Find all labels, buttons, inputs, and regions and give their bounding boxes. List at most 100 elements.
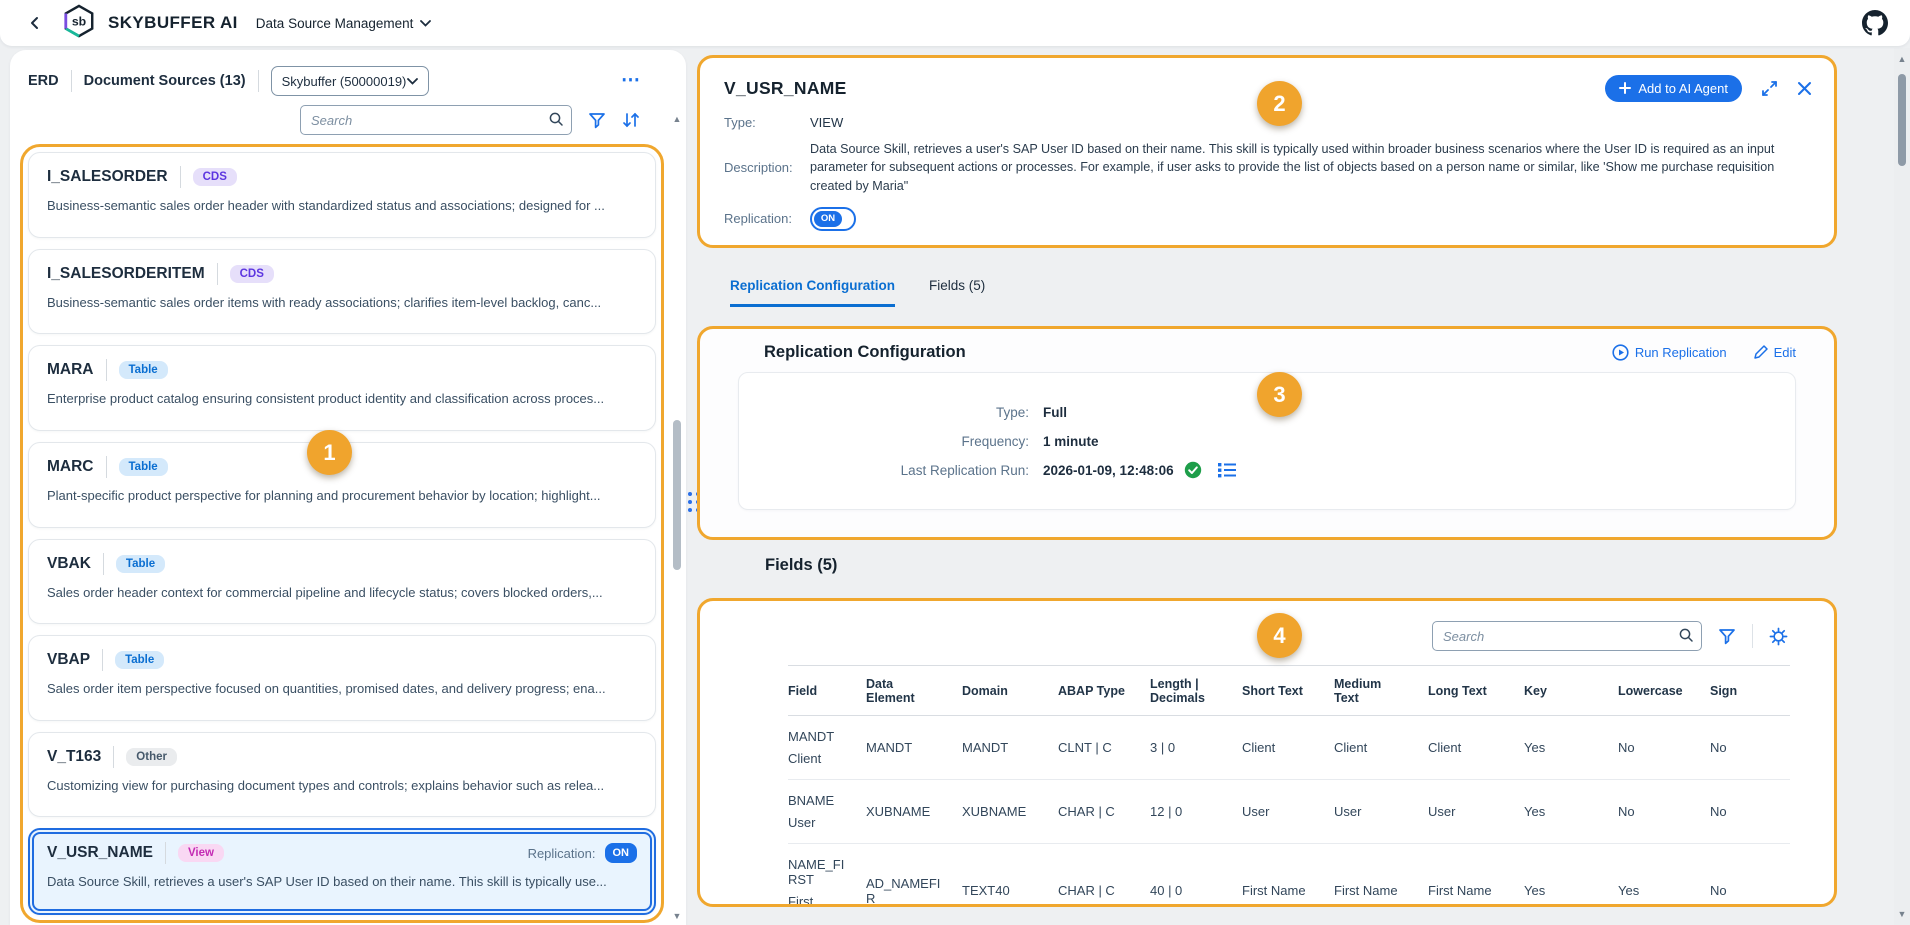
column-header[interactable]: Sign: [1710, 665, 1790, 716]
cell-key: Yes: [1524, 843, 1618, 904]
column-header[interactable]: Field: [788, 665, 866, 716]
cell-abap-type: CLNT | C: [1058, 715, 1150, 780]
scroll-down-icon[interactable]: ▼: [672, 911, 682, 921]
column-header[interactable]: Medium Text: [1334, 665, 1428, 716]
chevron-down-icon: [420, 19, 432, 27]
list-toolbar: [28, 104, 640, 136]
github-icon[interactable]: [1862, 10, 1888, 36]
config-frequency-value: 1 minute: [1043, 433, 1099, 449]
column-header[interactable]: Short Text: [1242, 665, 1334, 716]
type-badge: Table: [115, 554, 166, 573]
column-header[interactable]: Lowercase: [1618, 665, 1710, 716]
column-header[interactable]: Data Element: [866, 665, 962, 716]
fields-search-input[interactable]: [1432, 621, 1702, 651]
chevron-down-icon: [406, 77, 418, 85]
type-badge: Table: [115, 651, 165, 670]
page-scrollbar[interactable]: ▲ ▼: [1894, 48, 1910, 925]
edit-button[interactable]: Edit: [1753, 345, 1796, 360]
fields-search: [1432, 621, 1702, 651]
column-header[interactable]: Long Text: [1428, 665, 1524, 716]
cell-short-text: User: [1242, 779, 1334, 844]
data-source-card[interactable]: I_SALESORDERITEM CDS Business-semantic s…: [28, 248, 656, 335]
pencil-icon: [1753, 345, 1768, 359]
close-icon[interactable]: [1797, 81, 1812, 96]
config-type-value: Full: [1043, 404, 1067, 420]
replication-toggle[interactable]: ON: [810, 206, 856, 231]
fields-toolbar: [700, 621, 1834, 651]
tab-fields[interactable]: Fields (5): [929, 278, 986, 293]
search-icon[interactable]: [1678, 627, 1694, 648]
data-source-list: I_SALESORDER CDS Business-semantic sales…: [20, 144, 664, 923]
replication-configuration-title: Replication Configuration: [764, 343, 966, 361]
system-select-value: Skybuffer (50000019): [281, 73, 407, 89]
erd-tab[interactable]: ERD: [28, 73, 59, 89]
fields-filter-icon[interactable]: [1718, 628, 1736, 645]
cell-key: Yes: [1524, 715, 1618, 780]
card-header: VBAP Table: [47, 649, 637, 672]
list-scrollbar[interactable]: ▲ ▼: [671, 112, 683, 923]
scrollbar-thumb[interactable]: [1898, 74, 1906, 166]
data-source-card[interactable]: MARA Table Enterprise product catalog en…: [28, 345, 656, 431]
data-source-description: Customizing view for purchasing document…: [47, 777, 605, 793]
description-text: Data Source Skill, retrieves a user's SA…: [810, 142, 1775, 193]
divider: [164, 842, 166, 865]
divider: [102, 552, 104, 575]
field-row[interactable]: MANDT Client MANDT MANDT CLNT | C 3 | 0 C…: [788, 715, 1790, 780]
data-source-card[interactable]: MARC Table Plant-specific product perspe…: [28, 441, 656, 528]
field-row[interactable]: BNAME User XUBNAME XUBNAME CHAR | C 12 | …: [788, 779, 1790, 844]
back-icon[interactable]: [22, 10, 48, 36]
data-source-card[interactable]: V_T163 Other Customizing view for purcha…: [28, 731, 656, 818]
run-replication-button[interactable]: Run Replication: [1612, 344, 1727, 361]
cell-short-text: Client: [1242, 715, 1334, 780]
card-header: MARA Table: [47, 359, 637, 382]
add-to-ai-agent-button[interactable]: Add to AI Agent: [1605, 74, 1742, 102]
type-badge: Other: [126, 747, 177, 766]
table-settings-gear-icon[interactable]: [1769, 627, 1788, 646]
replication-toggle-state: ON: [814, 210, 842, 227]
expand-icon[interactable]: [1760, 79, 1779, 98]
replication-log-icon[interactable]: [1217, 462, 1236, 478]
cell-domain: MANDT: [962, 715, 1058, 780]
scroll-up-icon[interactable]: ▲: [672, 114, 682, 124]
tab-replication-configuration[interactable]: Replication Configuration: [730, 278, 895, 307]
data-source-description: Sales order item perspective focused on …: [47, 681, 606, 697]
data-source-name: I_SALESORDERITEM: [47, 264, 205, 282]
source-search-input[interactable]: [300, 105, 572, 135]
app-title-label: Data Source Management: [255, 15, 414, 31]
column-header[interactable]: ABAP Type: [1058, 665, 1150, 716]
cell-length-decimals: 3 | 0: [1150, 715, 1242, 780]
detail-title: V_USR_NAME: [724, 77, 847, 98]
overflow-menu-icon[interactable]: ⋯: [621, 70, 642, 91]
scroll-down-icon[interactable]: ▼: [1897, 909, 1907, 919]
data-source-card[interactable]: VBAP Table Sales order item perspective …: [28, 635, 656, 721]
cell-medium-text: First Name: [1334, 843, 1428, 904]
cell-abap-type: CHAR | C: [1058, 779, 1150, 844]
divider: [113, 745, 115, 768]
document-sources-title: Document Sources (13): [83, 73, 246, 89]
divider: [105, 359, 107, 382]
search-icon[interactable]: [548, 111, 564, 132]
config-last-run-value: 2026-01-09, 12:48:06: [1043, 462, 1174, 478]
plus-icon: [1619, 82, 1632, 94]
scroll-up-icon[interactable]: ▲: [1897, 54, 1907, 64]
data-source-description: Sales order header context for commercia…: [47, 584, 603, 600]
config-last-run-label: Last Replication Run:: [900, 462, 1029, 478]
app-title-menu[interactable]: Data Source Management: [256, 16, 432, 31]
data-source-card[interactable]: I_SALESORDER CDS Business-semantic sales…: [28, 152, 656, 238]
scrollbar-thumb[interactable]: [673, 420, 681, 570]
type-badge: Table: [118, 457, 168, 476]
data-source-card[interactable]: VBAK Table Sales order header context fo…: [28, 538, 656, 625]
column-header[interactable]: Length | Decimals: [1150, 665, 1242, 716]
card-header: V_USR_NAME View Replication: ON: [47, 842, 637, 865]
divider: [179, 166, 181, 188]
column-header[interactable]: Domain: [962, 665, 1058, 716]
system-select[interactable]: Skybuffer (50000019): [270, 66, 429, 96]
data-source-card[interactable]: V_USR_NAME View Replication: ON Data Sou…: [28, 828, 656, 915]
sort-icon[interactable]: [622, 111, 640, 129]
document-sources-panel: ERD Document Sources (13) Skybuffer (500…: [10, 50, 686, 925]
column-header[interactable]: Key: [1524, 665, 1618, 716]
filter-icon[interactable]: [588, 112, 606, 129]
type-value: VIEW: [810, 115, 844, 130]
